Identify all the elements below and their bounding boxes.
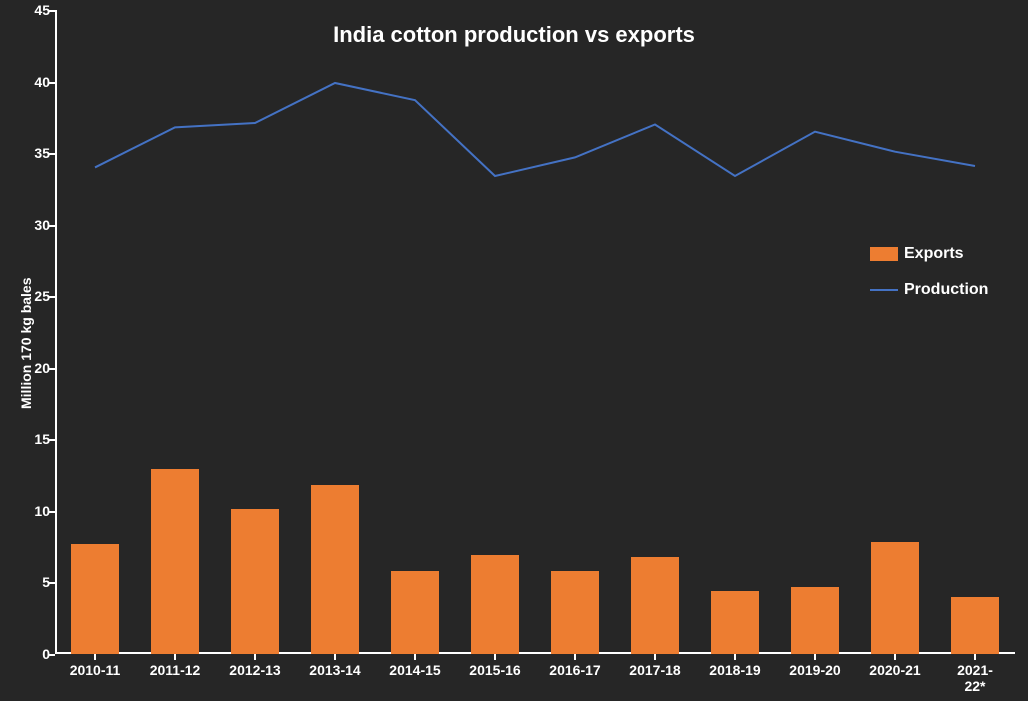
y-tick-label: 10 xyxy=(10,503,50,519)
x-tick-label: 2019-20 xyxy=(789,662,840,678)
legend-production: Production xyxy=(870,281,988,299)
y-tick-label: 20 xyxy=(10,360,50,376)
x-tick-mark xyxy=(574,654,576,660)
x-tick-label: 2014-15 xyxy=(389,662,440,678)
y-tick-label: 40 xyxy=(10,74,50,90)
x-tick-mark xyxy=(174,654,176,660)
y-tick-label: 35 xyxy=(10,145,50,161)
plot-area xyxy=(55,10,1015,654)
x-tick-mark xyxy=(254,654,256,660)
x-tick-label: 2010-11 xyxy=(70,662,121,678)
x-tick-mark xyxy=(94,654,96,660)
x-tick-label: 2013-14 xyxy=(309,662,360,678)
x-tick-mark xyxy=(494,654,496,660)
x-tick-mark xyxy=(654,654,656,660)
y-tick-label: 0 xyxy=(10,646,50,662)
x-tick-mark xyxy=(414,654,416,660)
y-tick-label: 30 xyxy=(10,217,50,233)
x-tick-label: 2021-22* xyxy=(949,662,1002,694)
y-tick-label: 25 xyxy=(10,288,50,304)
x-tick-label: 2015-16 xyxy=(469,662,520,678)
legend-exports: Exports xyxy=(870,245,988,263)
x-tick-mark xyxy=(334,654,336,660)
x-tick-label: 2017-18 xyxy=(629,662,680,678)
x-tick-label: 2012-13 xyxy=(229,662,280,678)
x-tick-label: 2020-21 xyxy=(869,662,920,678)
chart-root: India cotton production vs exports Milli… xyxy=(0,0,1028,701)
legend-production-line xyxy=(870,289,898,291)
x-tick-mark xyxy=(734,654,736,660)
x-tick-mark xyxy=(814,654,816,660)
y-tick-label: 45 xyxy=(10,2,50,18)
legend-exports-swatch xyxy=(870,247,898,261)
x-tick-label: 2018-19 xyxy=(709,662,760,678)
legend: Exports Production xyxy=(870,245,988,317)
line-overlay xyxy=(55,10,1015,654)
y-tick-label: 5 xyxy=(10,574,50,590)
legend-exports-label: Exports xyxy=(904,245,964,263)
x-tick-label: 2016-17 xyxy=(549,662,600,678)
y-tick-label: 15 xyxy=(10,431,50,447)
x-tick-label: 2011-12 xyxy=(150,662,201,678)
x-tick-mark xyxy=(974,654,976,660)
legend-production-label: Production xyxy=(904,281,988,299)
x-tick-mark xyxy=(894,654,896,660)
production-line xyxy=(95,83,975,176)
